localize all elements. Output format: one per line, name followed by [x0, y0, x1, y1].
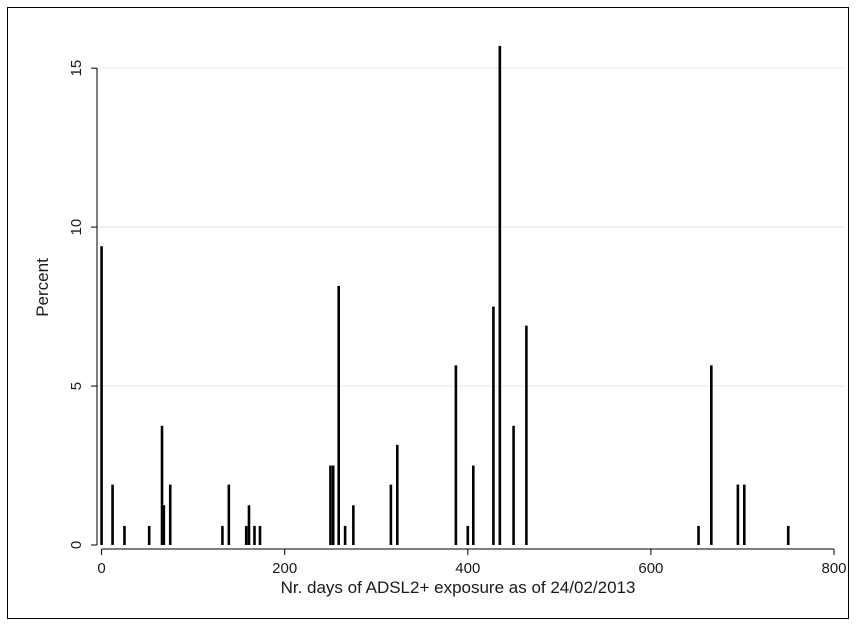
x-tick-label: 800: [821, 560, 846, 577]
x-axis-label: Nr. days of ADSL2+ exposure as of 24/02/…: [281, 578, 636, 597]
bar: [742, 484, 746, 545]
y-axis-label: Percent: [33, 258, 52, 317]
bar: [389, 484, 393, 545]
x-tick-label: 0: [97, 560, 105, 577]
bar: [162, 505, 166, 545]
bar: [697, 525, 700, 545]
chart-frame: [7, 7, 849, 619]
gridlines: [97, 67, 845, 387]
bar: [492, 306, 495, 545]
bar: [471, 465, 475, 545]
x-tick-label: 600: [638, 560, 663, 577]
bar: [331, 465, 335, 545]
y-ticks: 0 5 10 15: [68, 60, 97, 549]
bar: [786, 525, 790, 545]
bar: [736, 484, 740, 545]
bar: [221, 525, 224, 545]
y-tick-label: 5: [68, 382, 85, 390]
y-tick-label: 10: [68, 219, 85, 236]
bar: [498, 45, 502, 546]
bar: [710, 365, 713, 545]
bar: [168, 484, 172, 545]
bar: [525, 325, 528, 545]
bars: [100, 45, 790, 546]
x-tick-label: 200: [272, 560, 297, 577]
bar: [123, 525, 126, 545]
bar: [258, 525, 262, 545]
x-tick-label: 400: [455, 560, 480, 577]
y-tick-label: 15: [68, 60, 85, 77]
bar: [253, 525, 256, 545]
x-ticks: 0 200 400 600 800: [97, 549, 847, 577]
bar: [111, 484, 114, 545]
bar: [343, 525, 347, 545]
bar: [244, 525, 248, 545]
bar: [454, 365, 458, 545]
bar: [227, 484, 231, 545]
bar: [100, 246, 103, 545]
bar: [247, 505, 251, 545]
bar: [352, 505, 355, 545]
bar: [466, 525, 470, 545]
bar: [395, 444, 399, 545]
y-tick-label: 0: [68, 541, 85, 549]
bar: [147, 525, 151, 545]
bar: [512, 425, 515, 545]
bar: [160, 425, 164, 545]
bar: [337, 285, 341, 545]
bar: [329, 465, 332, 545]
